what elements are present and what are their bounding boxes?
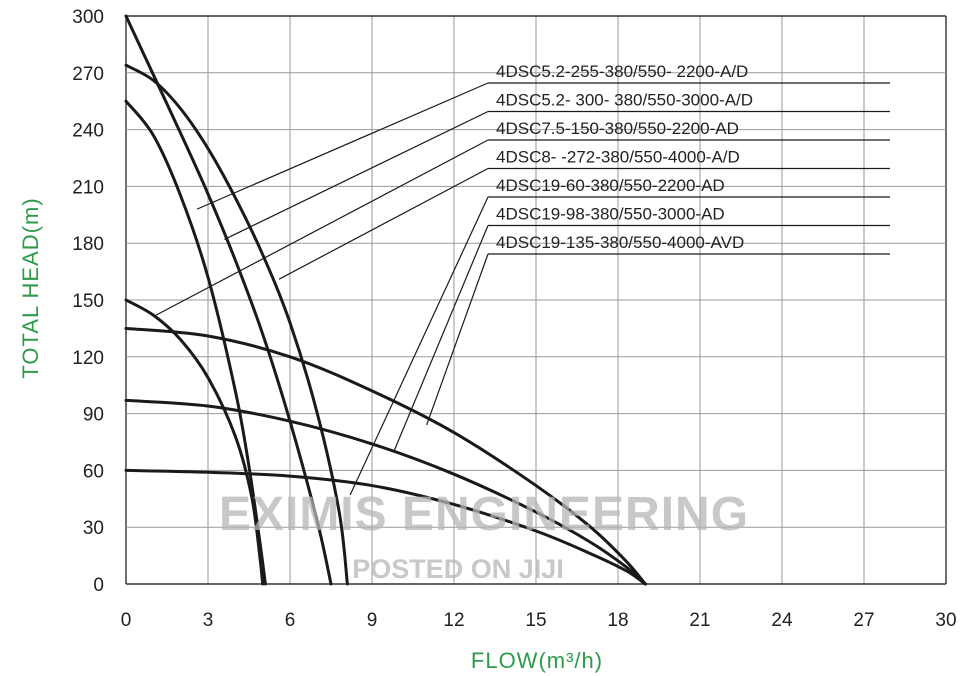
y-tick-label: 60 xyxy=(83,461,104,482)
legend-leader-6 xyxy=(393,225,489,452)
x-tick-label: 24 xyxy=(771,610,793,631)
x-tick-label: 18 xyxy=(607,610,628,631)
x-tick-label: 27 xyxy=(853,610,874,631)
legend-leader-1 xyxy=(196,82,489,210)
x-tick-label: 9 xyxy=(367,610,378,631)
x-axis-title: FLOW(m³/h) xyxy=(471,648,603,673)
y-tick-label: 120 xyxy=(72,348,104,369)
y-tick-label: 180 xyxy=(72,234,104,255)
x-tick-label: 21 xyxy=(689,610,710,631)
y-tick-label: 300 xyxy=(72,7,104,28)
y-tick-label: 270 xyxy=(72,64,104,85)
y-tick-label: 210 xyxy=(72,177,104,198)
y-tick-label: 240 xyxy=(72,121,104,142)
y-tick-labels: 0 30 60 90 120 150 180 210 240 270 300 xyxy=(72,7,104,596)
y-axis-title: TOTAL HEAD(m) xyxy=(18,197,43,378)
x-tick-label: 12 xyxy=(443,610,464,631)
legend-label-2: 4DSC5.2- 300- 380/550-3000-A/D xyxy=(496,91,753,110)
y-tick-label: 0 xyxy=(93,575,104,596)
legend-leader-7 xyxy=(426,253,489,426)
legend-label-4: 4DSC8- -272-380/550-4000-A/D xyxy=(496,148,740,167)
x-tick-label: 6 xyxy=(285,610,296,631)
legend-label-3: 4DSC7.5-150-380/550-2200-AD xyxy=(496,119,739,138)
legend-label-5: 4DSC19-60-380/550-2200-AD xyxy=(496,176,725,195)
legend-label-1: 4DSC5.2-255-380/550- 2200-A/D xyxy=(496,62,748,81)
series-line-3 xyxy=(124,63,349,586)
y-tick-label: 30 xyxy=(83,518,104,539)
legend-leader-2 xyxy=(224,110,489,240)
series-line-2 xyxy=(124,14,333,586)
x-tick-label: 30 xyxy=(935,610,956,631)
series-line-6 xyxy=(124,398,647,586)
legend-label-7: 4DSC19-135-380/550-4000-AVD xyxy=(496,233,744,252)
x-tick-label: 15 xyxy=(525,610,546,631)
y-tick-label: 90 xyxy=(83,405,104,426)
legend-leader-4 xyxy=(278,167,489,280)
pump-curves xyxy=(124,14,647,586)
legend-label-6: 4DSC19-98-380/550-3000-AD xyxy=(496,205,725,224)
legend: 4DSC5.2-255-380/550- 2200-A/D 4DSC5.2- 30… xyxy=(488,62,890,255)
watermark-subtitle: POSTED ON JIJI xyxy=(352,554,564,584)
series-line-4 xyxy=(124,298,265,586)
x-tick-labels: 0 3 6 9 12 15 18 21 24 27 30 xyxy=(121,610,957,631)
x-tick-label: 3 xyxy=(203,610,214,631)
x-tick-label: 0 xyxy=(121,610,132,631)
series-line-7 xyxy=(124,326,647,586)
series-line-5 xyxy=(124,468,647,586)
legend-leader-lines xyxy=(155,82,489,496)
legend-leader-3 xyxy=(155,139,489,316)
legend-leader-5 xyxy=(349,196,489,496)
watermark-title: EXIMIS ENGINEERING xyxy=(219,488,749,541)
y-tick-label: 150 xyxy=(72,291,104,312)
